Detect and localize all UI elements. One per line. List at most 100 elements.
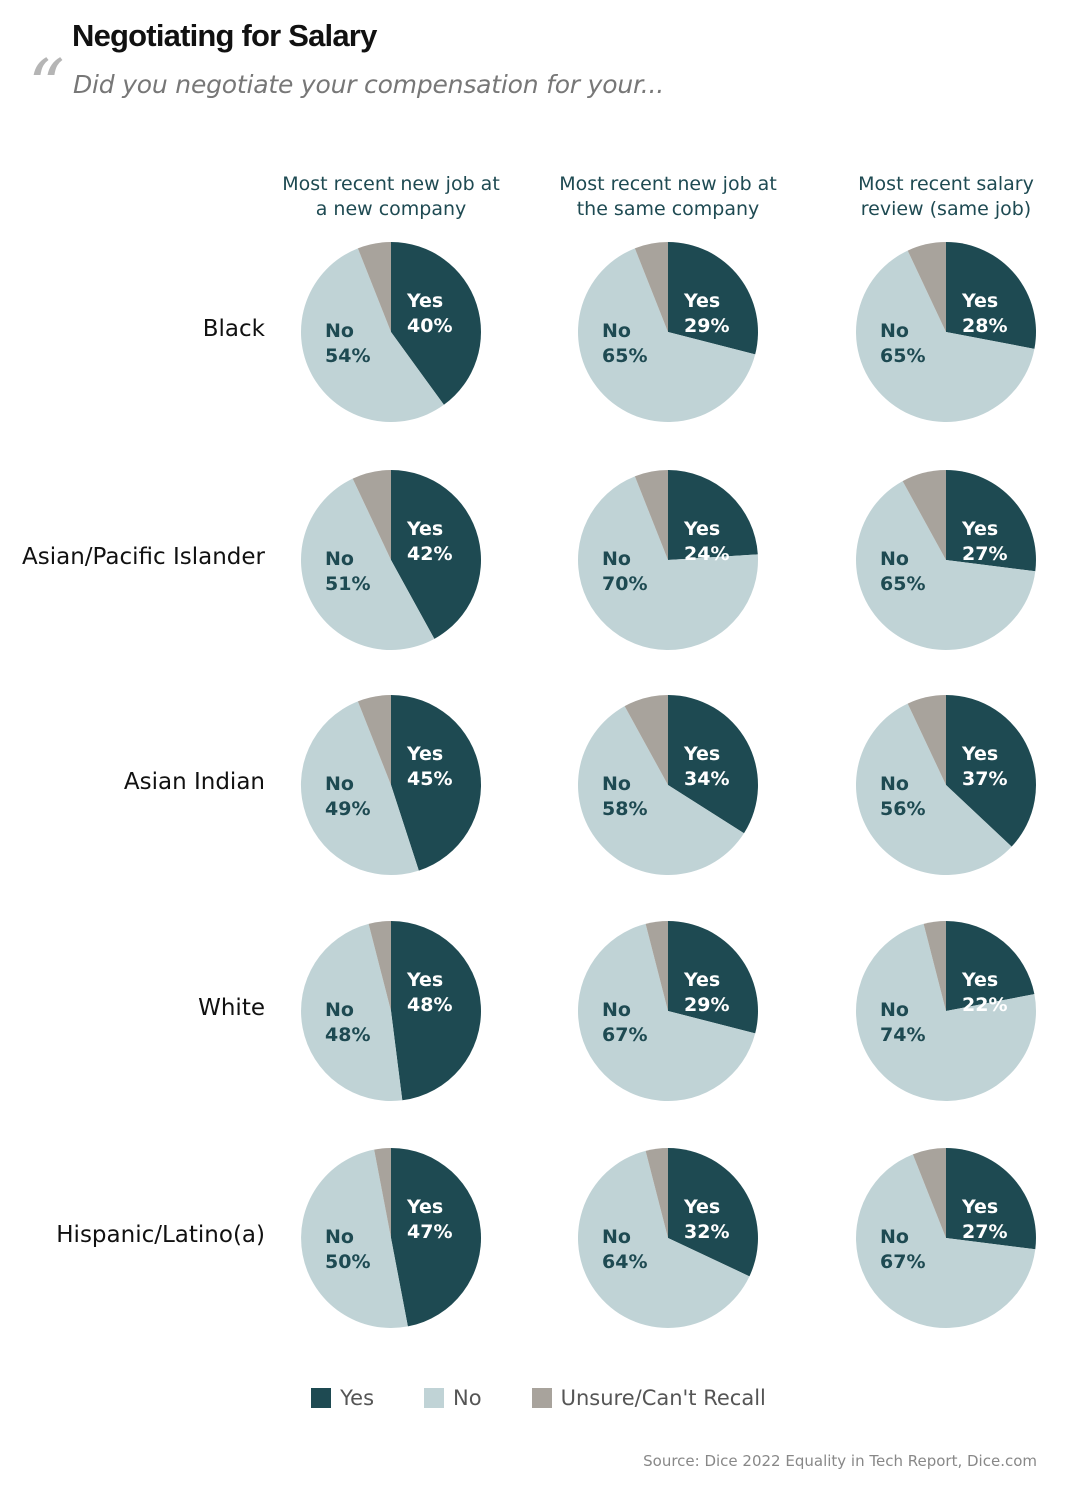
row-label-5: Hispanic/Latino(a) bbox=[56, 1222, 265, 1248]
row-label-3: Asian Indian bbox=[123, 769, 265, 795]
slice-label-yes: Yes 28% bbox=[961, 290, 1007, 337]
slice-yes bbox=[946, 1148, 1036, 1250]
legend-label-unsure: Unsure/Can't Recall bbox=[560, 1386, 766, 1410]
slice-label-no: No 54% bbox=[325, 320, 370, 367]
legend-swatch-unsure bbox=[531, 1388, 552, 1408]
slice-label-no: No 67% bbox=[602, 999, 647, 1046]
slice-yes bbox=[391, 695, 482, 871]
slice-label-no: No 65% bbox=[880, 548, 925, 595]
chart-subtitle: Did you negotiate your compensation for … bbox=[73, 70, 664, 99]
slice-yes bbox=[391, 242, 481, 405]
slice-label-no: No 49% bbox=[325, 773, 370, 820]
slice-label-no: No 64% bbox=[602, 1226, 647, 1273]
slice-unsure bbox=[912, 1148, 946, 1238]
pie-r4-c2: Yes 29% No 67% bbox=[577, 921, 758, 1102]
legend-label-yes: Yes bbox=[340, 1386, 375, 1410]
pie-r5-c3: Yes 27% No 67% bbox=[855, 1148, 1036, 1329]
row-label-1: Black bbox=[202, 316, 265, 342]
pie-r5-c1: Yes 47% No 50% bbox=[301, 1148, 482, 1328]
pie-r2-c2: Yes 24% No 70% bbox=[577, 470, 758, 651]
pie-r1-c1: Yes 40% No 54% bbox=[300, 242, 481, 423]
slice-no bbox=[577, 1150, 750, 1329]
slice-no bbox=[855, 703, 1012, 876]
slice-yes bbox=[946, 242, 1037, 349]
pie-r3-c2: Yes 34% No 58% bbox=[578, 694, 758, 875]
slice-no bbox=[300, 248, 444, 423]
legend-swatch-no bbox=[424, 1388, 445, 1408]
legend-label-no: No bbox=[453, 1386, 482, 1410]
slice-yes bbox=[668, 921, 758, 1034]
slice-label-no: No 67% bbox=[880, 1226, 925, 1273]
quote-icon: “ bbox=[28, 44, 65, 128]
slice-yes bbox=[391, 469, 482, 639]
slice-label-no: No 65% bbox=[602, 320, 647, 367]
slice-no bbox=[578, 706, 744, 875]
slice-yes bbox=[668, 470, 758, 560]
column-header-2: Most recent new job at the same company bbox=[559, 173, 777, 220]
legend-swatch-yes bbox=[311, 1388, 332, 1408]
legend-item-yes: Yes bbox=[311, 1386, 374, 1410]
column-header-1: Most recent new job at a new company bbox=[282, 173, 500, 220]
slice-label-yes: Yes 29% bbox=[683, 969, 729, 1016]
slice-unsure bbox=[352, 470, 391, 560]
slice-label-no: No 56% bbox=[880, 773, 925, 820]
slice-unsure bbox=[624, 694, 668, 785]
slice-label-no: No 48% bbox=[325, 999, 370, 1046]
legend: Yes No Unsure/Can't Recall bbox=[0, 1386, 1077, 1410]
slice-label-yes: Yes 27% bbox=[961, 518, 1007, 565]
slice-yes bbox=[391, 921, 481, 1101]
slice-unsure bbox=[634, 242, 668, 332]
slice-label-no: No 58% bbox=[602, 773, 647, 820]
row-label-2: Asian/Pacific Islander bbox=[22, 544, 265, 570]
slice-unsure bbox=[907, 242, 946, 332]
slice-no bbox=[577, 923, 756, 1102]
slice-label-no: No 50% bbox=[325, 1226, 370, 1273]
slice-unsure bbox=[357, 695, 391, 785]
slice-label-yes: Yes 42% bbox=[406, 518, 452, 565]
slice-yes bbox=[391, 1148, 482, 1327]
slice-label-no: No 70% bbox=[602, 548, 647, 595]
slice-no bbox=[301, 923, 403, 1101]
slice-no bbox=[577, 248, 756, 423]
pie-r2-c1: Yes 42% No 51% bbox=[300, 469, 482, 651]
source-note: Source: Dice 2022 Equality in Tech Repor… bbox=[643, 1452, 1037, 1470]
legend-item-no: No bbox=[424, 1386, 482, 1410]
slice-unsure bbox=[645, 921, 668, 1011]
slice-unsure bbox=[645, 1148, 668, 1238]
slice-unsure bbox=[634, 470, 668, 560]
column-header-3: Most recent salary review (same job) bbox=[858, 173, 1034, 220]
slice-no bbox=[577, 476, 758, 651]
slice-no bbox=[856, 481, 1036, 650]
pie-r2-c3: Yes 27% No 65% bbox=[856, 470, 1036, 650]
slice-no bbox=[856, 250, 1035, 423]
slice-no bbox=[856, 923, 1037, 1102]
slice-label-yes: Yes 48% bbox=[406, 969, 452, 1016]
slice-label-yes: Yes 27% bbox=[961, 1196, 1007, 1243]
slice-label-yes: Yes 45% bbox=[406, 743, 452, 790]
row-label-4: White bbox=[198, 995, 265, 1021]
slice-label-yes: Yes 40% bbox=[406, 290, 452, 337]
slice-unsure bbox=[368, 921, 391, 1011]
slice-yes bbox=[668, 695, 758, 834]
pie-r3-c3: Yes 37% No 56% bbox=[855, 695, 1037, 876]
slice-label-no: No 65% bbox=[880, 320, 925, 367]
slice-no bbox=[855, 1154, 1036, 1329]
pie-r4-c1: Yes 48% No 48% bbox=[301, 921, 481, 1101]
chart-title: Negotiating for Salary bbox=[72, 18, 377, 53]
pie-r5-c2: Yes 32% No 64% bbox=[577, 1148, 758, 1329]
legend-item-unsure: Unsure/Can't Recall bbox=[531, 1386, 766, 1410]
slice-yes bbox=[668, 1148, 758, 1277]
slice-unsure bbox=[357, 242, 391, 332]
slice-unsure bbox=[902, 470, 946, 560]
slice-unsure bbox=[374, 1148, 391, 1238]
slice-label-yes: Yes 32% bbox=[683, 1196, 729, 1243]
pie-r3-c1: Yes 45% No 49% bbox=[300, 695, 482, 876]
slice-label-yes: Yes 29% bbox=[683, 290, 729, 337]
slice-label-yes: Yes 47% bbox=[406, 1196, 452, 1243]
pie-r4-c3: Yes 22% No 74% bbox=[856, 921, 1037, 1102]
slice-yes bbox=[668, 242, 758, 355]
slice-no bbox=[301, 1149, 408, 1328]
slice-unsure bbox=[907, 695, 946, 785]
slice-label-no: No 51% bbox=[325, 548, 370, 595]
